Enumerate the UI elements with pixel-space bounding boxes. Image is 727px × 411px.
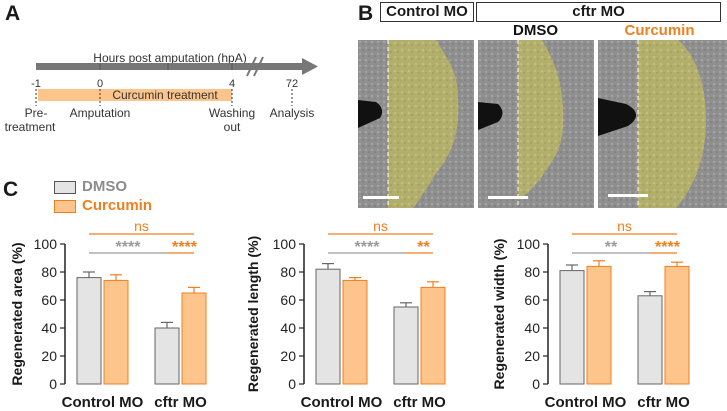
fin-image-cftr-dmso: [478, 40, 594, 208]
bar-curcumin: [420, 286, 446, 385]
fin-image-cftr-curcumin: [598, 40, 727, 208]
timeline-tick-label: 72: [286, 78, 298, 90]
panel-letter-b: B: [358, 2, 374, 25]
event-label-amputation: Amputation: [70, 106, 131, 120]
fin-image-control: [358, 40, 474, 208]
header-control-mo-box: Control MO: [380, 2, 474, 22]
bar-dmso: [315, 268, 341, 385]
significance-label-top: ns: [373, 218, 388, 234]
significance-label-top: ns: [617, 218, 632, 234]
y-axis-label: Regenerated width (%): [491, 239, 507, 390]
chart-regenerated-width: 0 20 40 60 80 100 Regenerated width (%) Control…: [491, 218, 690, 411]
y-tick-label: 0: [532, 376, 540, 392]
timeline-figure: Hours post amputation (hpA) -1 0 4 72 Cu…: [5, 51, 318, 134]
subheader-curcumin: Curcumin: [624, 22, 695, 39]
header-cftr-mo: cftr MO: [572, 3, 625, 20]
x-category-label: Control MO: [62, 394, 144, 411]
legend-swatch-curcumin: [54, 200, 76, 213]
legend-swatch-dmso: [54, 181, 76, 194]
timeline-arrow-head: [302, 58, 318, 75]
y-axis-label: Regenerated length (%): [245, 236, 261, 392]
y-tick-label: 60: [41, 292, 57, 308]
y-tick-label: 100: [34, 236, 58, 252]
y-tick-label: 0: [49, 376, 57, 392]
event-label-pretreatment-1: Pre-: [25, 106, 48, 120]
legend-label-dmso: DMSO: [82, 178, 127, 195]
y-tick-label: 40: [524, 320, 540, 336]
significance-label-right: ****: [655, 239, 681, 256]
timeline-tick-label: -1: [31, 78, 41, 90]
y-tick-label: 80: [524, 264, 540, 280]
y-tick-label: 80: [280, 264, 296, 280]
bar-curcumin: [342, 279, 368, 385]
bar-dmso: [559, 270, 585, 385]
y-tick-label: 40: [41, 320, 57, 336]
subheader-dmso: DMSO: [513, 22, 558, 39]
timeline-axis-bar: [36, 63, 306, 70]
x-category-label: cftr MO: [393, 394, 446, 411]
event-label-analysis: Analysis: [270, 106, 315, 120]
timeline-tick-label: 0: [97, 78, 103, 90]
chart-regenerated-length: 0 20 40 60 80 100 Regenerated length (%) Contro…: [245, 218, 446, 411]
y-tick-label: 20: [280, 348, 296, 364]
y-tick-label: 0: [288, 376, 296, 392]
significance-label-right: **: [417, 239, 430, 256]
timeline-axis-label: Hours post amputation (hpA): [93, 51, 246, 65]
significance-label-left: **: [605, 239, 618, 256]
event-label-washing: Washing: [209, 106, 255, 120]
treatment-label: Curcumin treatment: [112, 88, 218, 102]
event-label-out: out: [224, 120, 241, 134]
y-tick-label: 100: [273, 236, 297, 252]
bar-dmso: [154, 327, 180, 385]
event-label-pretreatment-2: treatment: [5, 120, 56, 134]
x-category-label: Control MO: [301, 394, 383, 411]
bar-curcumin: [103, 279, 129, 385]
bar-dmso: [76, 277, 102, 385]
bar-curcumin: [181, 292, 207, 385]
significance-label-left: ****: [355, 239, 381, 256]
y-tick-label: 100: [517, 236, 541, 252]
header-cftr-mo-box: cftr MO: [476, 2, 721, 22]
panel-letter-a: A: [5, 2, 21, 25]
header-control-mo: Control MO: [386, 3, 468, 20]
significance-label-left: ****: [116, 239, 142, 256]
timeline-break-mark: [253, 56, 264, 77]
chart-regenerated-area: 0 20 40 60 80 100 Regenerated area (%) Control …: [9, 218, 207, 411]
y-tick-label: 80: [41, 264, 57, 280]
y-axis-label: Regenerated area (%): [9, 242, 25, 385]
x-category-label: Control MO: [545, 394, 627, 411]
x-category-label: cftr MO: [637, 394, 690, 411]
y-tick-label: 20: [41, 348, 57, 364]
y-tick-label: 60: [280, 292, 296, 308]
bar-dmso: [637, 295, 663, 385]
timeline-break-mark: [246, 56, 257, 77]
legend-label-curcumin: Curcumin: [82, 197, 153, 214]
panel-letter-c: C: [3, 178, 19, 201]
fin-images: [358, 40, 727, 208]
significance-label-right: ****: [172, 239, 198, 256]
y-tick-label: 40: [280, 320, 296, 336]
x-category-label: cftr MO: [154, 394, 207, 411]
y-tick-label: 60: [524, 292, 540, 308]
bar-dmso: [393, 306, 419, 385]
bar-curcumin: [664, 265, 690, 385]
timeline-tick-label: 4: [229, 78, 235, 90]
significance-label-top: ns: [134, 218, 149, 234]
y-tick-label: 20: [524, 348, 540, 364]
treatment-bar: [38, 89, 232, 101]
bar-curcumin: [586, 265, 612, 385]
